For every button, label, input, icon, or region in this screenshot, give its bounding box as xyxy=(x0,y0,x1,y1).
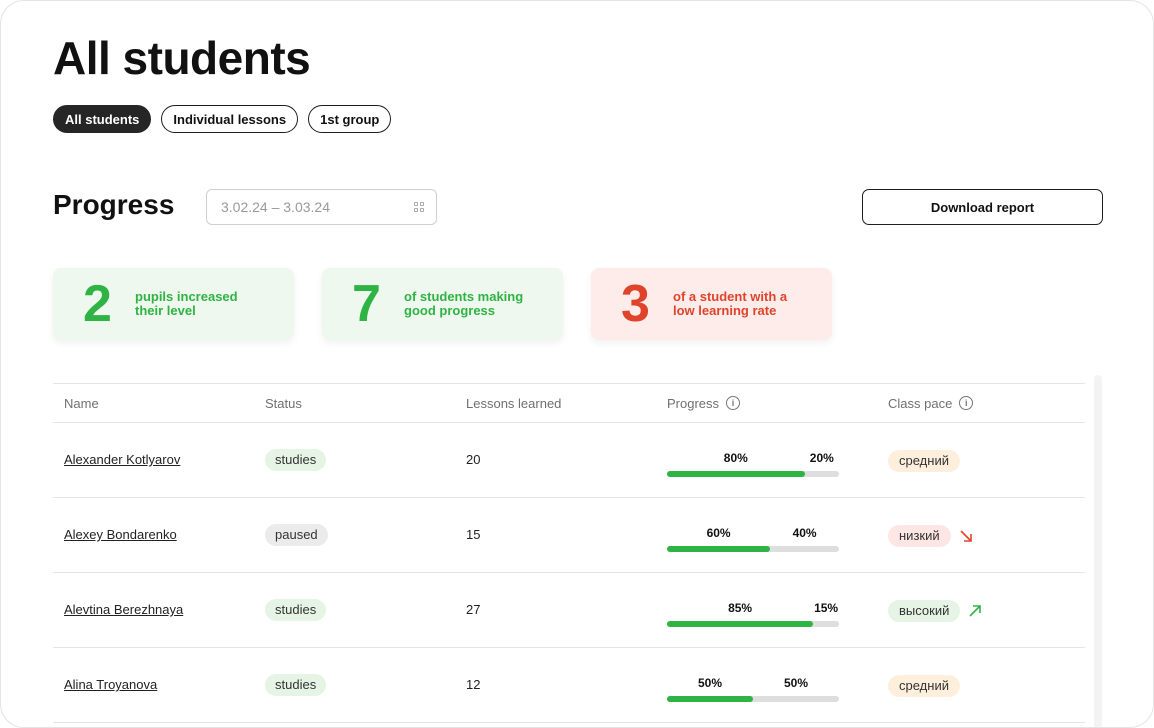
progress-left-label: 15% xyxy=(814,601,839,615)
student-name-link[interactable]: Alexander Kotlyarov xyxy=(64,452,181,467)
date-range-input[interactable]: 3.02.24 – 3.03.24 xyxy=(206,189,437,225)
progress-bar: 80% 20% xyxy=(667,440,839,480)
student-name-link[interactable]: Alina Troyanova xyxy=(64,677,158,692)
header-name[interactable]: Name xyxy=(64,395,99,411)
status-badge: studies xyxy=(265,599,327,621)
pace-badge: низкий xyxy=(888,525,951,547)
progress-done-label: 60% xyxy=(706,526,731,540)
page-title: All students xyxy=(53,32,311,84)
calendar-icon[interactable] xyxy=(414,202,424,212)
pace-badge: средний xyxy=(888,450,960,472)
tab-all-students[interactable]: All students xyxy=(53,105,152,133)
header-class-pace-label: Class pace xyxy=(888,395,953,411)
progress-done-label: 80% xyxy=(723,451,748,465)
status-badge: studies xyxy=(265,674,327,696)
progress-fill xyxy=(667,471,805,477)
stat-card-low-rate: 3 of a student with a low learning rate xyxy=(591,268,832,340)
table-row: Alexander Kotlyarov studies 20 80% 20% с… xyxy=(53,423,1085,498)
progress-title: Progress xyxy=(53,189,175,220)
pace-badge: высокий xyxy=(888,600,961,622)
info-icon[interactable]: i xyxy=(959,396,974,410)
stat-card-good-progress: 7 of students making good progress xyxy=(322,268,563,340)
progress-done-label: 50% xyxy=(697,676,723,690)
progress-fill xyxy=(667,621,814,627)
tab-individual-lessons[interactable]: Individual lessons xyxy=(161,105,299,133)
progress-track xyxy=(667,621,839,627)
lessons-count: 20 xyxy=(466,452,481,467)
status-badge: paused xyxy=(265,524,328,546)
progress-bar: 60% 40% xyxy=(667,515,839,555)
student-name-link[interactable]: Alevtina Berezhnaya xyxy=(64,602,184,617)
progress-done-label: 85% xyxy=(728,601,753,615)
lessons-count: 15 xyxy=(466,527,481,542)
table-header: Name Status Lessons learned Progress i C… xyxy=(53,384,1085,423)
progress-bar: 50% 50% xyxy=(667,665,839,705)
info-icon[interactable]: i xyxy=(726,396,741,410)
class-pace: высокий xyxy=(888,600,982,622)
trend-down-icon xyxy=(960,530,972,542)
progress-fill xyxy=(667,546,771,552)
stat-value: 7 xyxy=(352,275,381,333)
header-progress-label: Progress xyxy=(667,395,720,411)
progress-track xyxy=(667,471,839,477)
filter-tabs: All students Individual lessons 1st grou… xyxy=(53,105,392,133)
table-row: Alina Troyanova studies 12 50% 50% средн… xyxy=(53,648,1085,723)
progress-fill xyxy=(667,696,753,702)
header-class-pace[interactable]: Class pace i xyxy=(877,396,1085,411)
student-name-link[interactable]: Alexey Bondarenko xyxy=(64,527,177,542)
progress-left-label: 50% xyxy=(783,676,809,690)
table-row: Alexey Bondarenko paused 15 60% 40% низк… xyxy=(53,498,1085,573)
trend-up-icon xyxy=(969,605,982,617)
header-status[interactable]: Status xyxy=(265,395,302,411)
students-table: Name Status Lessons learned Progress i C… xyxy=(53,383,1085,723)
status-badge: studies xyxy=(265,449,327,471)
class-pace: низкий xyxy=(888,525,973,547)
progress-left-label: 40% xyxy=(792,526,817,540)
tab-1st-group[interactable]: 1st group xyxy=(308,105,392,133)
class-pace: средний xyxy=(888,450,960,472)
date-range-value: 3.02.24 – 3.03.24 xyxy=(221,199,330,215)
stat-label: of a student with a low learning rate xyxy=(673,289,788,318)
stat-card-level-up: 2 pupils increased their level xyxy=(53,268,294,340)
pace-badge: средний xyxy=(888,675,960,697)
lessons-count: 27 xyxy=(466,602,481,617)
header-progress[interactable]: Progress i xyxy=(656,396,877,411)
stat-label: of students making good progress xyxy=(404,289,524,318)
table-scrollbar[interactable] xyxy=(1094,375,1102,727)
progress-left-label: 20% xyxy=(809,451,834,465)
header-lessons[interactable]: Lessons learned xyxy=(466,395,562,411)
stat-value: 2 xyxy=(83,275,112,333)
download-report-button[interactable]: Download report xyxy=(862,189,1103,225)
class-pace: средний xyxy=(888,675,960,697)
progress-bar: 85% 15% xyxy=(667,590,839,630)
stat-value: 3 xyxy=(621,275,650,333)
table-row: Alevtina Berezhnaya studies 27 85% 15% в… xyxy=(53,573,1085,648)
progress-track xyxy=(667,696,839,702)
stat-label: pupils increased their level xyxy=(135,289,238,318)
progress-track xyxy=(667,546,839,552)
lessons-count: 12 xyxy=(466,677,481,692)
